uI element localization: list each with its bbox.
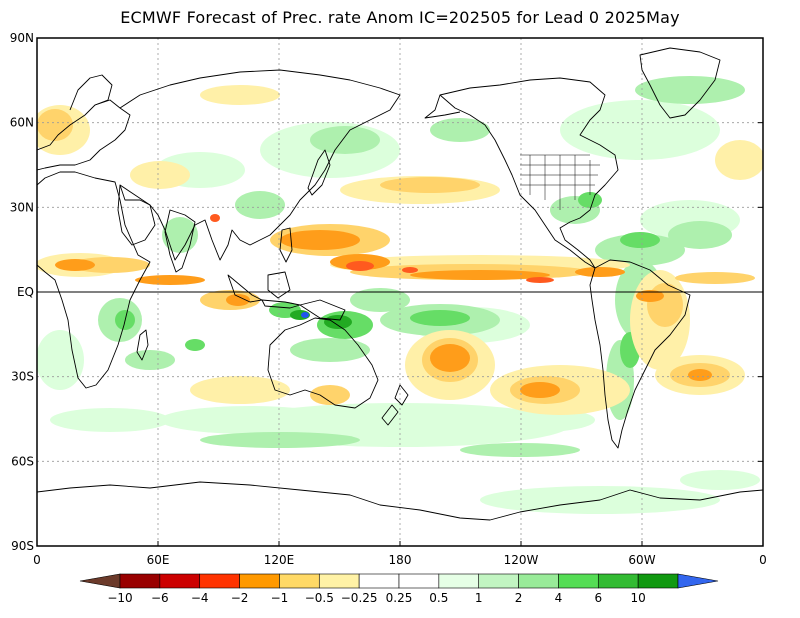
lon-label: 180 bbox=[389, 553, 412, 567]
colorbar: −10 −6 −4 −2 −1 −0.5 −0.25 0.25 0.5 1 2 4 6 10 bbox=[79, 573, 719, 605]
colorbar-label: 6 bbox=[594, 591, 602, 605]
colorbar-label: −0.25 bbox=[341, 591, 378, 605]
colorbar-low-triangle bbox=[79, 573, 121, 589]
colorbar-label: −4 bbox=[191, 591, 209, 605]
lon-label: 120W bbox=[504, 553, 539, 567]
lon-label: 0 bbox=[33, 553, 41, 567]
lon-label: 60E bbox=[147, 553, 170, 567]
lon-label: 60W bbox=[628, 553, 655, 567]
colorbar-swatch bbox=[597, 573, 639, 589]
lat-label: 60S bbox=[11, 454, 34, 468]
colorbar-label: 2 bbox=[515, 591, 523, 605]
longitude-labels: 0 60E 120E 180 120W 60W 0 bbox=[33, 541, 767, 567]
greenland-coastline bbox=[639, 47, 721, 119]
colorbar-swatch bbox=[119, 573, 161, 589]
new-zealand-coastline bbox=[381, 384, 409, 426]
dry-strong-areas bbox=[210, 214, 554, 283]
colorbar-swatch bbox=[398, 573, 440, 589]
arabia-coastline bbox=[117, 184, 156, 246]
alaska-coastline bbox=[424, 94, 461, 119]
wet-light-areas bbox=[98, 76, 745, 457]
asia-coastline bbox=[119, 69, 401, 261]
colorbar-label: 4 bbox=[555, 591, 563, 605]
colorbar-swatch bbox=[478, 573, 519, 589]
colorbar-label: −6 bbox=[151, 591, 169, 605]
colorbar-swatch bbox=[279, 573, 320, 589]
colorbar-high-triangle bbox=[677, 573, 719, 589]
lon-label: 0 bbox=[759, 553, 767, 567]
colorbar-label: 0.25 bbox=[386, 591, 413, 605]
lat-label: EQ bbox=[17, 285, 34, 299]
madagascar-coastline bbox=[136, 329, 149, 361]
india-coastline bbox=[164, 209, 196, 273]
lon-label: 120E bbox=[264, 553, 295, 567]
colorbar-swatch bbox=[159, 573, 201, 589]
colorbar-swatch bbox=[318, 573, 360, 589]
us-state-lines bbox=[520, 154, 600, 210]
wet-faint-areas bbox=[37, 100, 760, 514]
colorbar-label: 1 bbox=[475, 591, 483, 605]
map-title: ECMWF Forecast of Prec. rate Anom IC=202… bbox=[120, 8, 680, 27]
lat-label: 90S bbox=[11, 539, 34, 553]
philippines-coastline bbox=[279, 227, 293, 263]
lat-label: 90N bbox=[10, 31, 34, 45]
colorbar-swatch bbox=[239, 573, 280, 589]
dry-mid-areas bbox=[55, 230, 712, 398]
japan-coastline bbox=[307, 149, 331, 196]
colorbar-label: −10 bbox=[107, 591, 132, 605]
colorbar-swatch bbox=[358, 573, 400, 589]
colorbar-swatch bbox=[438, 573, 480, 589]
colorbar-label: 0.5 bbox=[429, 591, 448, 605]
australia-coastline bbox=[267, 317, 379, 409]
colorbar-label: −2 bbox=[231, 591, 249, 605]
colorbar-swatch bbox=[558, 573, 599, 589]
colorbar-swatch bbox=[199, 573, 240, 589]
lat-label: 30N bbox=[10, 200, 34, 214]
colorbar-label: 10 bbox=[631, 591, 646, 605]
lat-label: 30S bbox=[11, 370, 34, 384]
europe-coastline bbox=[37, 99, 131, 171]
anomaly-shading bbox=[37, 76, 763, 514]
coastlines bbox=[37, 47, 763, 521]
colorbar-swatch bbox=[518, 573, 559, 589]
colorbar-label: −1 bbox=[271, 591, 289, 605]
north-america-coastline bbox=[439, 77, 619, 269]
colorbar-swatch bbox=[637, 573, 679, 589]
colorbar-label: −0.5 bbox=[305, 591, 334, 605]
lat-label: 60N bbox=[10, 116, 34, 130]
indonesia-coastline bbox=[227, 271, 346, 321]
antarctica-coastline bbox=[37, 481, 763, 521]
south-america-coastline bbox=[589, 259, 691, 449]
map-plot-area bbox=[36, 37, 764, 547]
latitude-labels: 90N 60N 30N EQ 30S 60S 90S bbox=[10, 31, 763, 553]
scandinavia-coastline bbox=[69, 74, 113, 111]
africa-coastline bbox=[37, 171, 151, 389]
wet-max-spot bbox=[301, 312, 309, 318]
